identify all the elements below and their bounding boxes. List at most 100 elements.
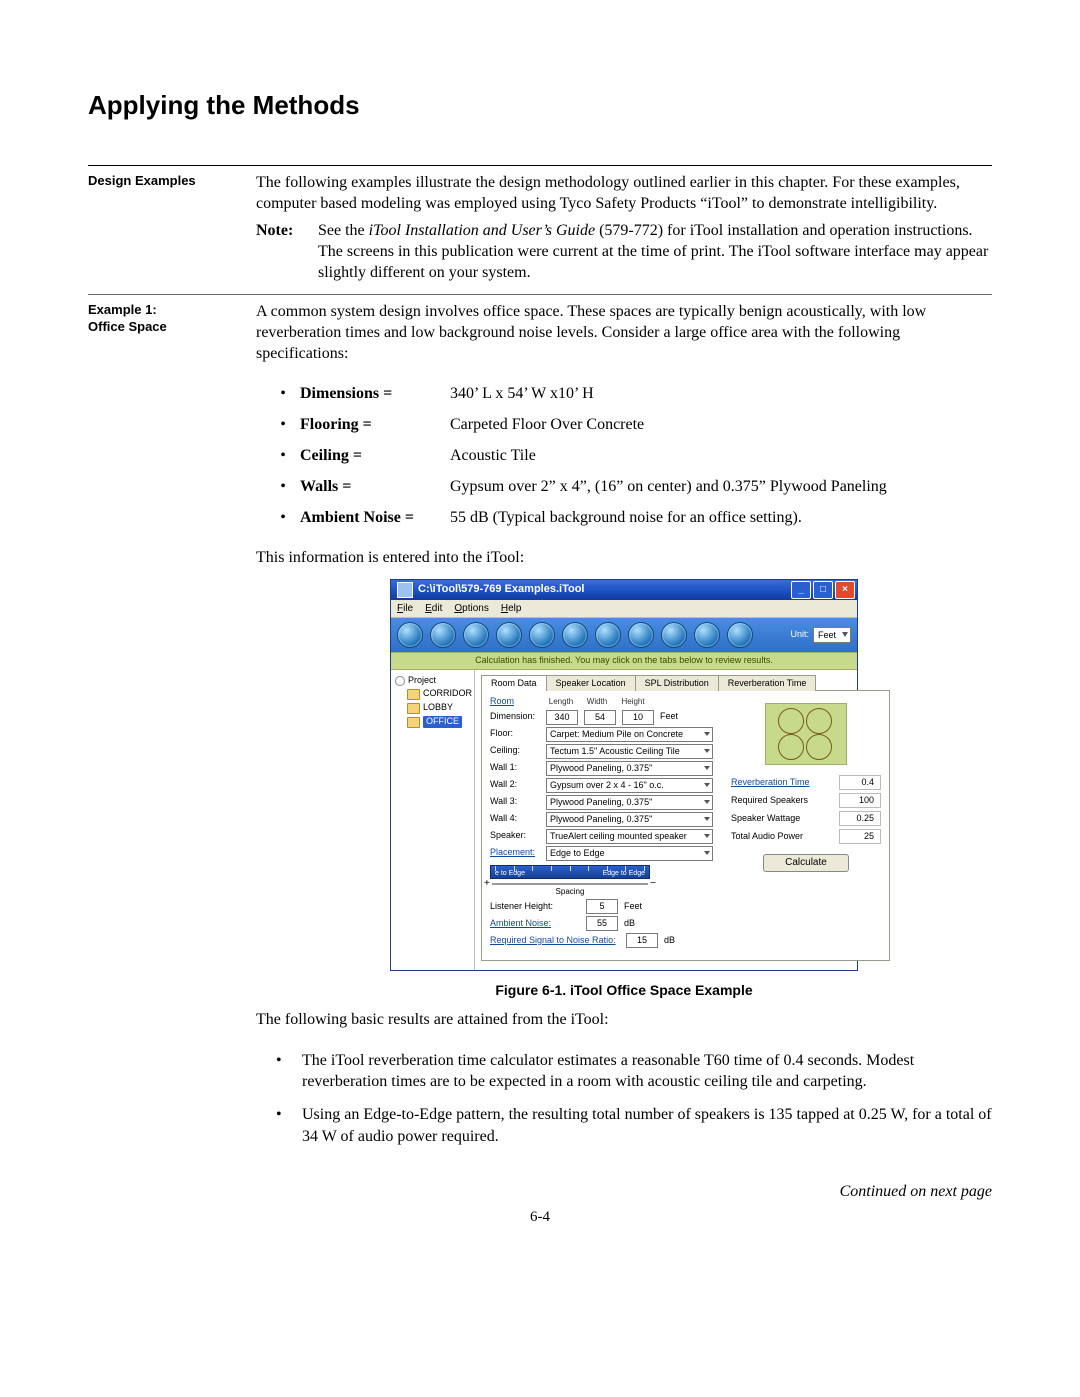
result-value: 100 <box>839 793 881 808</box>
material-row: Wall 2:Gypsum over 2 x 4 - 16" o.c. <box>490 778 713 793</box>
bullet-icon: • <box>276 1050 290 1092</box>
placement-label: Placement: <box>490 847 540 859</box>
folder-icon <box>407 703 420 714</box>
itool-window: C:\iTool\579-769 Examples.iTool _ □ × Fi… <box>390 579 858 971</box>
unit-label: Unit: <box>790 629 809 641</box>
material-dropdown[interactable]: Gypsum over 2 x 4 - 16" o.c. <box>546 778 713 793</box>
dim-unit: Feet <box>660 711 678 723</box>
toolbar-button[interactable] <box>397 622 423 648</box>
tree-label: OFFICE <box>423 716 462 728</box>
tree-root[interactable]: Project <box>393 674 472 688</box>
height-input[interactable]: 10 <box>622 710 654 725</box>
material-row: Wall 1: Plywood Paneling, 0.375" <box>490 761 713 776</box>
results-column: Reverberation Time0.4Required Speakers10… <box>731 697 881 950</box>
page-number: 6-4 <box>88 1209 992 1226</box>
tree-item[interactable]: LOBBY <box>393 701 472 715</box>
calculate-button[interactable]: Calculate <box>763 854 849 871</box>
lead-paragraph: This information is entered into the iTo… <box>256 547 992 568</box>
material-label: Wall 1: <box>490 762 540 774</box>
section-example-1: Example 1: Office Space A common system … <box>88 301 992 1153</box>
menu-options[interactable]: Options <box>454 602 488 615</box>
speaker-dropdown[interactable]: TrueAlert ceiling mounted speaker <box>546 829 713 844</box>
unit-dropdown[interactable]: Feet <box>813 627 851 643</box>
toolbar-button[interactable] <box>562 622 588 648</box>
ambient-noise-input[interactable]: 55 <box>586 916 618 931</box>
slider-label-left: e to Edge <box>495 869 525 878</box>
close-button[interactable]: × <box>835 581 855 599</box>
listener-height-input[interactable]: 5 <box>586 899 618 914</box>
tab-speaker-location[interactable]: Speaker Location <box>546 675 636 692</box>
dim-hdr-length: Length <box>546 697 576 708</box>
material-dropdown[interactable]: Plywood Paneling, 0.375" <box>546 812 713 827</box>
listener-height-label: Listener Height: <box>490 901 580 913</box>
room-form: Length Width Height Room Dimension: <box>490 697 713 950</box>
toolbar-button[interactable] <box>661 622 687 648</box>
intro-paragraph: The following examples illustrate the de… <box>256 172 992 214</box>
spec-value: Carpeted Floor Over Concrete <box>450 414 992 435</box>
toolbar-button[interactable] <box>529 622 555 648</box>
tree-item[interactable]: CORRIDOR <box>393 687 472 701</box>
tab-reverberation-time[interactable]: Reverberation Time <box>718 675 817 692</box>
spec-key: Dimensions = <box>300 383 440 404</box>
room-label: Room <box>490 696 540 708</box>
material-dropdown[interactable]: Tectum 1.5" Acoustic Ceiling Tile <box>546 744 713 759</box>
result-item: • Using an Edge-to-Edge pattern, the resu… <box>276 1098 992 1152</box>
result-text: Using an Edge-to-Edge pattern, the resul… <box>302 1104 992 1146</box>
page-heading: Applying the Methods <box>88 90 992 121</box>
toolbar-button[interactable] <box>463 622 489 648</box>
intro-paragraph: A common system design involves office s… <box>256 301 992 364</box>
result-key: Speaker Wattage <box>731 813 800 825</box>
rule <box>88 165 992 166</box>
figure-caption: Figure 6-1. iTool Office Space Example <box>256 981 992 999</box>
toolbar-button[interactable] <box>727 622 753 648</box>
menubar: File Edit Options Help <box>391 600 857 618</box>
width-input[interactable]: 54 <box>584 710 616 725</box>
result-key: Total Audio Power <box>731 831 803 843</box>
spec-key: Flooring = <box>300 414 440 435</box>
bullet-icon: • <box>276 445 290 466</box>
tree-item[interactable]: OFFICE <box>393 715 472 729</box>
section-body: A common system design involves office s… <box>256 301 992 1153</box>
material-dropdown[interactable]: Carpet: Medium Pile on Concrete <box>546 727 713 742</box>
toolbar-button[interactable] <box>694 622 720 648</box>
toolbar-button[interactable] <box>595 622 621 648</box>
material-dropdown[interactable]: Plywood Paneling, 0.375" <box>546 795 713 810</box>
length-input[interactable]: 340 <box>546 710 578 725</box>
row-listener-height: Listener Height: 5 Feet <box>490 899 713 914</box>
toolbar-button[interactable] <box>496 622 522 648</box>
maximize-button[interactable]: □ <box>813 581 833 599</box>
material-dropdown[interactable]: Plywood Paneling, 0.375" <box>546 761 713 776</box>
tree-label: Project <box>408 675 436 687</box>
unit-selector: Unit: Feet <box>790 627 851 643</box>
material-label: Wall 4: <box>490 813 540 825</box>
menu-file[interactable]: File <box>397 602 413 615</box>
note-block: Note: See the iTool Installation and Use… <box>256 220 992 283</box>
bullet-icon: • <box>276 1104 290 1146</box>
titlebar[interactable]: C:\iTool\579-769 Examples.iTool _ □ × <box>391 580 857 600</box>
row-dimension: Dimension: 340 54 10 Feet <box>490 710 713 725</box>
menu-edit[interactable]: Edit <box>425 602 442 615</box>
document-page: Applying the Methods Design Examples The… <box>0 0 1080 1397</box>
folder-icon <box>407 689 420 700</box>
tab-room-data[interactable]: Room Data <box>481 675 547 692</box>
tree-label: CORRIDOR <box>423 688 472 700</box>
tab-spl-distribution[interactable]: SPL Distribution <box>635 675 719 692</box>
section-design-examples: Design Examples The following examples i… <box>88 172 992 284</box>
menu-help[interactable]: Help <box>501 602 522 615</box>
spacing-slider[interactable]: e to Edge Edge to Edge Spacing <box>490 865 650 898</box>
note-text: See the iTool Installation and User’s Gu… <box>318 220 992 283</box>
dim-hdr-height: Height <box>618 697 648 708</box>
row-placement: Placement: Edge to Edge <box>490 846 713 861</box>
row-speaker: Speaker: TrueAlert ceiling mounted speak… <box>490 829 713 844</box>
toolbar-button[interactable] <box>430 622 456 648</box>
side-label-line: Example 1: <box>88 301 228 319</box>
slider-caption: Spacing <box>490 887 650 898</box>
minimize-button[interactable]: _ <box>791 581 811 599</box>
result-row: Total Audio Power25 <box>731 829 881 844</box>
material-row: Wall 3:Plywood Paneling, 0.375" <box>490 795 713 810</box>
placement-dropdown[interactable]: Edge to Edge <box>546 846 713 861</box>
toolbar-button[interactable] <box>628 622 654 648</box>
material-label: Ceiling: <box>490 745 540 757</box>
speaker-layout-diagram <box>765 703 847 765</box>
sn-ratio-input[interactable]: 15 <box>626 933 658 948</box>
